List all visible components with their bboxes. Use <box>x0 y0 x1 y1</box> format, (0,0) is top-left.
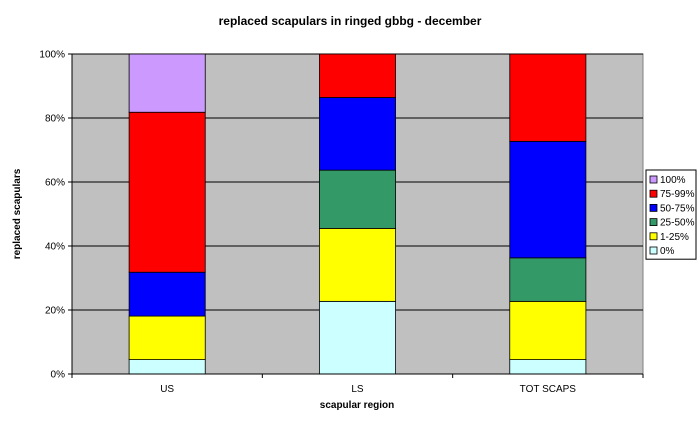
x-tick-label: US <box>160 384 174 395</box>
legend-box <box>645 169 697 260</box>
legend-swatch <box>649 232 658 241</box>
bar-segment <box>319 169 396 229</box>
legend-swatch <box>649 218 658 227</box>
bar-segment <box>319 300 396 375</box>
legend-label: 100% <box>660 175 686 186</box>
x-axis-title: scapular region <box>320 400 394 411</box>
legend-swatch <box>649 246 658 255</box>
legend-swatch <box>649 175 658 184</box>
x-tick-label: LS <box>351 384 364 395</box>
legend-label: 1-25% <box>660 232 689 243</box>
bars <box>128 53 587 375</box>
y-tick-label: 40% <box>45 242 65 253</box>
legend-label: 50-75% <box>660 203 695 214</box>
bar-segment <box>319 97 396 171</box>
bar-segment <box>509 257 587 302</box>
legend-swatch <box>649 189 658 198</box>
legend-label: 75-99% <box>660 189 695 200</box>
bar-segment <box>128 271 206 317</box>
y-tick-label: 0% <box>51 370 66 381</box>
x-tick-label: TOT SCAPS <box>520 384 577 395</box>
legend-label: 0% <box>660 246 675 257</box>
y-tick-label: 60% <box>45 178 65 189</box>
y-tick-label: 20% <box>45 306 65 317</box>
legend-swatch <box>649 203 658 212</box>
y-axis-title: replaced scapulars <box>12 168 23 259</box>
legend: 100% 75-99% 50-75% 25-50% 1-25% 0% <box>645 169 697 260</box>
legend-label: 25-50% <box>660 218 695 229</box>
bar-segment <box>509 359 587 375</box>
bar-segment <box>128 53 206 113</box>
y-tick-label: 100% <box>39 50 65 61</box>
bar-segment <box>509 53 587 142</box>
bar-segment <box>509 300 587 360</box>
y-axis: 0% 20% 40% 60% 80% 100% <box>39 50 73 381</box>
bar-segment <box>128 359 206 375</box>
bar-segment <box>128 315 206 360</box>
chart-title: replaced scapulars in ringed gbbg - dece… <box>219 14 482 28</box>
bar-segment <box>319 53 396 98</box>
bar-segment <box>128 111 206 273</box>
x-axis: US LS TOT SCAPS <box>71 373 644 395</box>
bar-segment <box>319 227 396 302</box>
y-tick-label: 80% <box>45 114 65 125</box>
bar-segment <box>509 140 587 259</box>
